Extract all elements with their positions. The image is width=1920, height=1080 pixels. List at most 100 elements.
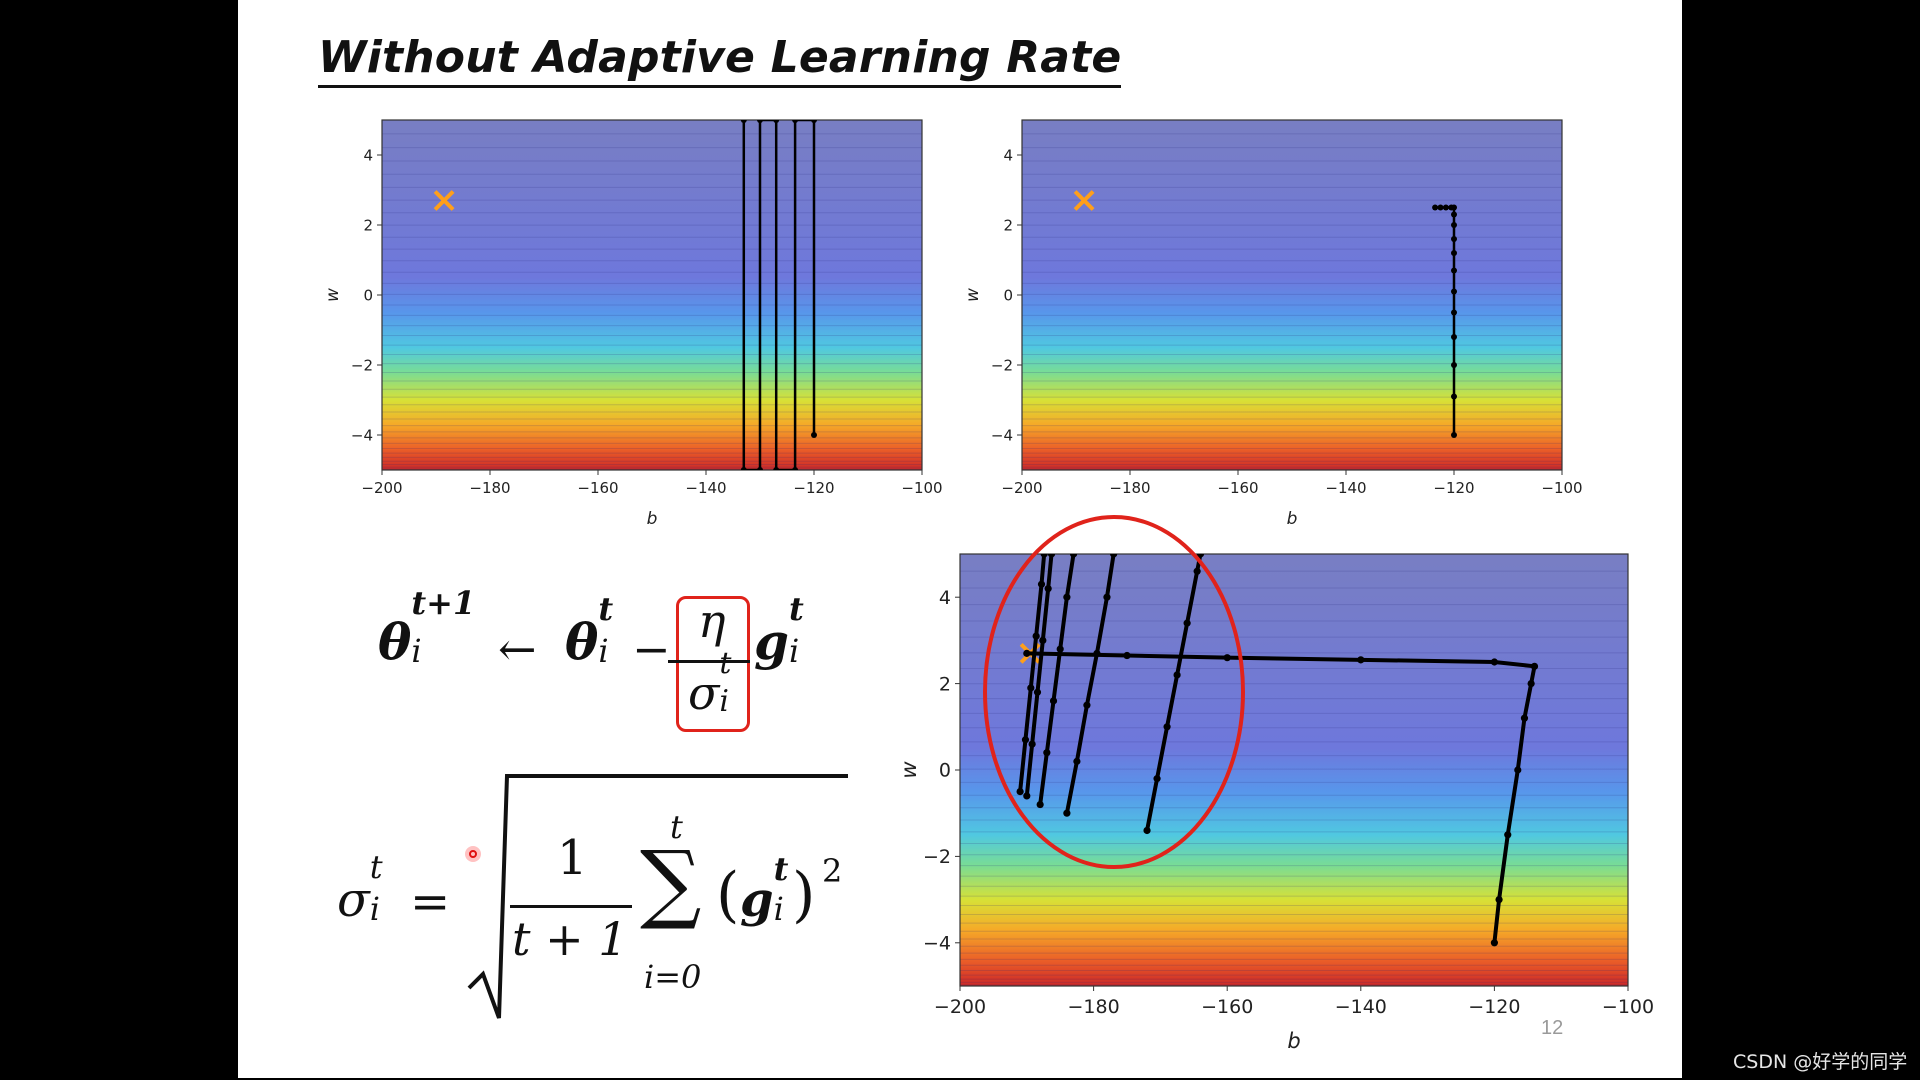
trajectory-point xyxy=(811,432,817,438)
trajectory-point xyxy=(1451,222,1457,228)
trajectory-point xyxy=(1039,636,1047,644)
contour-background xyxy=(382,120,922,470)
y-tick-label: 4 xyxy=(1003,146,1013,164)
trajectory-point xyxy=(1223,654,1231,662)
trajectory-point xyxy=(1442,204,1449,211)
trajectory-point xyxy=(1023,792,1031,800)
plot-top-right: −200 −180 −160 −140 −120 −100 −4 −2 0 2 4 b w xyxy=(963,119,1583,529)
trajectory-point xyxy=(1193,567,1201,575)
y-axis-label: w xyxy=(323,288,343,302)
y-tick-label: −4 xyxy=(923,932,951,954)
laser-pointer xyxy=(465,846,481,862)
x-axis-label: b xyxy=(1287,1029,1300,1053)
x-tick-label: −200 xyxy=(934,996,986,1018)
slide-title: Without Adaptive Learning Rate xyxy=(318,32,1122,88)
trajectory-point xyxy=(1451,236,1457,242)
x-tick-label: −100 xyxy=(1602,996,1654,1018)
plot-top-left: −200 −180 −160 −140 −120 −100 −4 −2 0 2 4 b w xyxy=(323,119,943,529)
target-marker xyxy=(433,190,455,211)
y-tick-label: 0 xyxy=(939,760,951,782)
trajectory-point xyxy=(1073,757,1081,765)
x-tick-label: −120 xyxy=(1468,996,1520,1018)
x-tick-label: −100 xyxy=(901,479,942,497)
trajectory-point xyxy=(792,467,799,470)
fraction-numerator: 1 xyxy=(557,830,588,886)
plot-bottom: −200 −180 −160 −140 −120 −100 −4 −2 0 2 4 b w xyxy=(897,553,1654,1053)
trajectory-point xyxy=(1069,554,1078,558)
trajectory-point xyxy=(773,120,780,123)
trajectory-point xyxy=(1036,800,1044,809)
x-tick-label: −100 xyxy=(1541,479,1582,497)
trajectory-point xyxy=(792,120,799,123)
trajectory-point xyxy=(1357,656,1365,664)
x-tick-label: −200 xyxy=(1001,479,1042,497)
trajectory-point xyxy=(1023,649,1031,657)
trajectory-point xyxy=(1451,393,1457,400)
power-two: 2 xyxy=(822,852,843,890)
trajectory-point xyxy=(1504,831,1512,839)
trajectory-point xyxy=(1451,211,1457,218)
trajectory-point xyxy=(1196,554,1205,558)
trajectory-point xyxy=(1437,204,1444,211)
x-tick-label: −180 xyxy=(1068,996,1120,1018)
trajectory-point xyxy=(1520,714,1529,722)
trajectory-point xyxy=(773,467,780,470)
y-tick-label: 4 xyxy=(363,146,373,164)
trajectory-point xyxy=(1123,651,1131,660)
summation-sign: ∑ xyxy=(640,833,702,933)
sum-lower-limit: i=0 xyxy=(644,958,702,996)
trajectory-point xyxy=(740,120,747,123)
trajectory-line xyxy=(1018,554,1047,792)
trajectory-point xyxy=(811,120,817,123)
x-tick-label: −180 xyxy=(1109,479,1150,497)
page-number: 12 xyxy=(1541,1017,1564,1039)
target-marker xyxy=(1073,190,1095,211)
y-tick-label: 2 xyxy=(939,673,951,695)
trajectory-point xyxy=(1143,826,1151,835)
trajectory-point xyxy=(1490,939,1498,947)
trajectory-point xyxy=(1027,684,1035,692)
y-tick-label: −2 xyxy=(351,356,373,374)
trajectory-point xyxy=(1103,593,1111,601)
trajectory-line xyxy=(1024,554,1054,797)
fraction-bar xyxy=(668,660,750,663)
trajectory-point xyxy=(1451,250,1457,256)
y-axis-label: w xyxy=(897,761,921,779)
trajectory-point xyxy=(1016,788,1024,796)
y-tick-label: −4 xyxy=(991,426,1013,444)
trajectory-point xyxy=(1037,580,1046,588)
right-paren: ) xyxy=(792,860,816,930)
trajectory-point xyxy=(1163,723,1171,731)
trajectory-point xyxy=(1448,204,1455,211)
trajectory-point xyxy=(1527,680,1535,688)
x-tick-label: −140 xyxy=(1335,996,1387,1018)
trajectory-point xyxy=(1514,766,1522,774)
fraction-bar-2 xyxy=(510,905,632,908)
trajectory-point xyxy=(1183,619,1191,627)
x-tick-label: −160 xyxy=(1217,479,1258,497)
y-tick-label: 4 xyxy=(939,587,951,609)
trajectory-point xyxy=(1530,662,1539,670)
trajectory-point xyxy=(740,467,747,470)
theta-next: θ t+1 i xyxy=(378,584,476,671)
trajectory-point xyxy=(1451,334,1457,340)
x-tick-label: −160 xyxy=(577,479,618,497)
x-axis-label: b xyxy=(1287,509,1298,529)
trajectory-point xyxy=(1173,671,1181,679)
trajectory-point xyxy=(1032,632,1040,640)
trajectory-point xyxy=(1049,697,1058,705)
trajectory-point xyxy=(1451,432,1457,438)
trajectory-point xyxy=(1495,896,1503,904)
x-tick-label: −120 xyxy=(1433,479,1474,497)
x-tick-label: −140 xyxy=(1325,479,1366,497)
y-tick-label: 0 xyxy=(1003,286,1013,304)
trajectory-point xyxy=(1040,554,1048,558)
trajectory-point xyxy=(757,467,763,470)
x-tick-label: −180 xyxy=(469,479,510,497)
trajectory-line xyxy=(1038,554,1076,805)
trajectory-line xyxy=(742,120,816,470)
trajectory-line xyxy=(1064,554,1116,814)
